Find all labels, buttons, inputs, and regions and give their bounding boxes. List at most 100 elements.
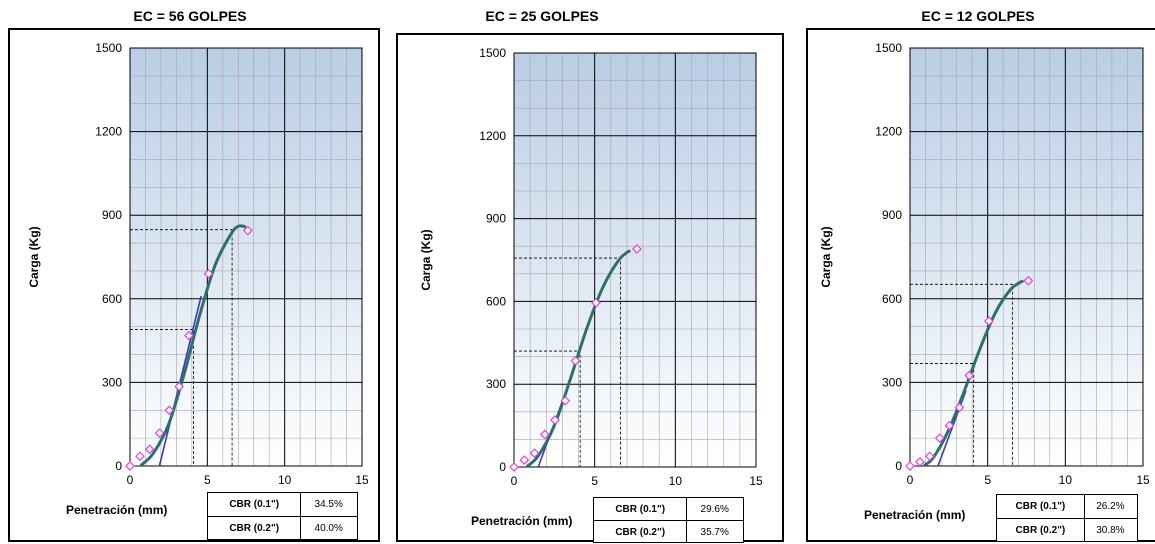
data-point — [203, 268, 214, 279]
fitted-curve — [525, 249, 632, 468]
data-point — [934, 433, 945, 443]
tangent-line — [937, 390, 967, 467]
y-tick-label: 1200 — [875, 125, 902, 139]
x-axis-label-56: Penetración (mm) — [66, 503, 168, 517]
data-point — [964, 370, 975, 381]
plot-border — [909, 47, 1144, 467]
cbr-table-25: CBR (0.1") 29.6% CBR (0.2") 35.7% — [593, 497, 744, 543]
y-tick-label: 300 — [102, 375, 122, 389]
reference-line — [130, 329, 194, 466]
x-tick-label: 5 — [591, 474, 598, 488]
cbr-row-02: CBR (0.2") 30.8% — [997, 518, 1137, 542]
y-tick-label: 0 — [895, 459, 902, 473]
cbr-value: 26.2% — [1096, 501, 1125, 512]
plot-area — [910, 48, 1143, 466]
tangent-line — [158, 295, 202, 467]
y-tick-label: 900 — [486, 212, 506, 226]
cbr-row-01: CBR (0.1") 26.2% — [997, 495, 1137, 518]
cbr-table-56: CBR (0.1") 34.5% CBR (0.2") 40.0% — [207, 492, 358, 540]
x-tick-label: 15 — [1136, 473, 1150, 487]
x-tick-label: 5 — [984, 473, 991, 487]
y-tick-label: 900 — [102, 208, 122, 222]
data-point — [529, 448, 540, 459]
cbr-value: 30.8% — [1096, 525, 1125, 536]
y-tick-label: 1200 — [479, 129, 506, 143]
cbr-value: 35.7% — [700, 526, 729, 538]
y-axis-label: Carga (Kg) — [819, 226, 833, 287]
x-axis-label-25: Penetración (mm) — [471, 514, 573, 528]
y-tick-label: 1500 — [875, 41, 902, 55]
data-point — [135, 451, 145, 462]
data-point — [924, 451, 935, 462]
x-axis-label-12: Penetración (mm) — [864, 508, 966, 522]
plot-border — [129, 47, 363, 467]
x-tick-label: 10 — [669, 474, 683, 488]
cbr-row-02: CBR (0.2") 35.7% — [594, 520, 743, 543]
data-point — [243, 225, 253, 236]
x-tick-label: 10 — [1059, 473, 1073, 487]
cbr-label: CBR (0.1") — [208, 493, 302, 516]
plot-area — [514, 53, 756, 467]
cbr-label: CBR (0.2") — [594, 521, 688, 543]
cbr-row-01: CBR (0.1") 29.6% — [594, 498, 743, 520]
x-tick-label: 0 — [127, 473, 134, 487]
cbr-value: 34.5% — [314, 499, 343, 510]
cbr-label: CBR (0.2") — [208, 517, 302, 540]
y-tick-label: 0 — [499, 460, 506, 474]
plot-area — [130, 48, 362, 466]
cbr-label: CBR (0.1") — [594, 498, 688, 520]
data-point — [560, 395, 571, 406]
x-tick-label: 10 — [278, 473, 292, 487]
fitted-curve — [923, 279, 1025, 467]
y-tick-label: 1200 — [95, 125, 122, 139]
data-point — [154, 428, 165, 438]
data-point — [984, 316, 994, 326]
data-point — [164, 405, 175, 416]
plot-border — [513, 52, 757, 468]
cbr-value: 40.0% — [314, 523, 343, 534]
y-axis-label: Carga (Kg) — [27, 226, 41, 287]
data-point — [539, 429, 550, 440]
cbr-label: CBR (0.2") — [997, 519, 1085, 542]
data-point — [905, 461, 915, 471]
y-tick-label: 600 — [102, 292, 122, 306]
y-tick-label: 600 — [486, 294, 506, 308]
cbr-row-01: CBR (0.1") 34.5% — [208, 493, 357, 516]
x-tick-label: 0 — [907, 473, 914, 487]
data-point — [944, 420, 955, 431]
y-tick-label: 600 — [882, 292, 902, 306]
y-tick-label: 300 — [882, 375, 902, 389]
fitted-curve — [139, 224, 247, 467]
chart-title-56: EC = 56 GOLPES — [133, 8, 247, 24]
data-point — [184, 330, 194, 341]
data-point — [632, 244, 642, 254]
x-tick-label: 5 — [204, 473, 211, 487]
reference-line — [910, 363, 975, 466]
x-tick-label: 15 — [749, 474, 763, 488]
cbr-label: CBR (0.1") — [997, 495, 1085, 518]
x-tick-label: 0 — [511, 474, 518, 488]
data-point — [954, 402, 965, 413]
y-tick-label: 1500 — [95, 41, 122, 55]
reference-line — [910, 283, 1013, 466]
y-tick-label: 0 — [115, 459, 122, 473]
reference-line — [130, 229, 233, 466]
data-point — [915, 456, 925, 467]
cbr-value: 29.6% — [700, 503, 729, 515]
data-point — [174, 381, 185, 392]
y-tick-label: 300 — [486, 377, 506, 391]
data-point — [570, 355, 581, 366]
data-point — [125, 461, 135, 471]
y-tick-label: 1500 — [479, 46, 506, 60]
data-point — [550, 415, 560, 425]
data-point — [1023, 275, 1034, 286]
cbr-row-02: CBR (0.2") 40.0% — [208, 516, 357, 540]
data-point — [591, 297, 601, 308]
cbr-table-12: CBR (0.1") 26.2% CBR (0.2") 30.8% — [996, 494, 1138, 542]
chart-title-12: EC = 12 GOLPES — [921, 8, 1035, 24]
y-axis-label: Carga (Kg) — [419, 229, 433, 290]
data-point — [509, 462, 519, 472]
